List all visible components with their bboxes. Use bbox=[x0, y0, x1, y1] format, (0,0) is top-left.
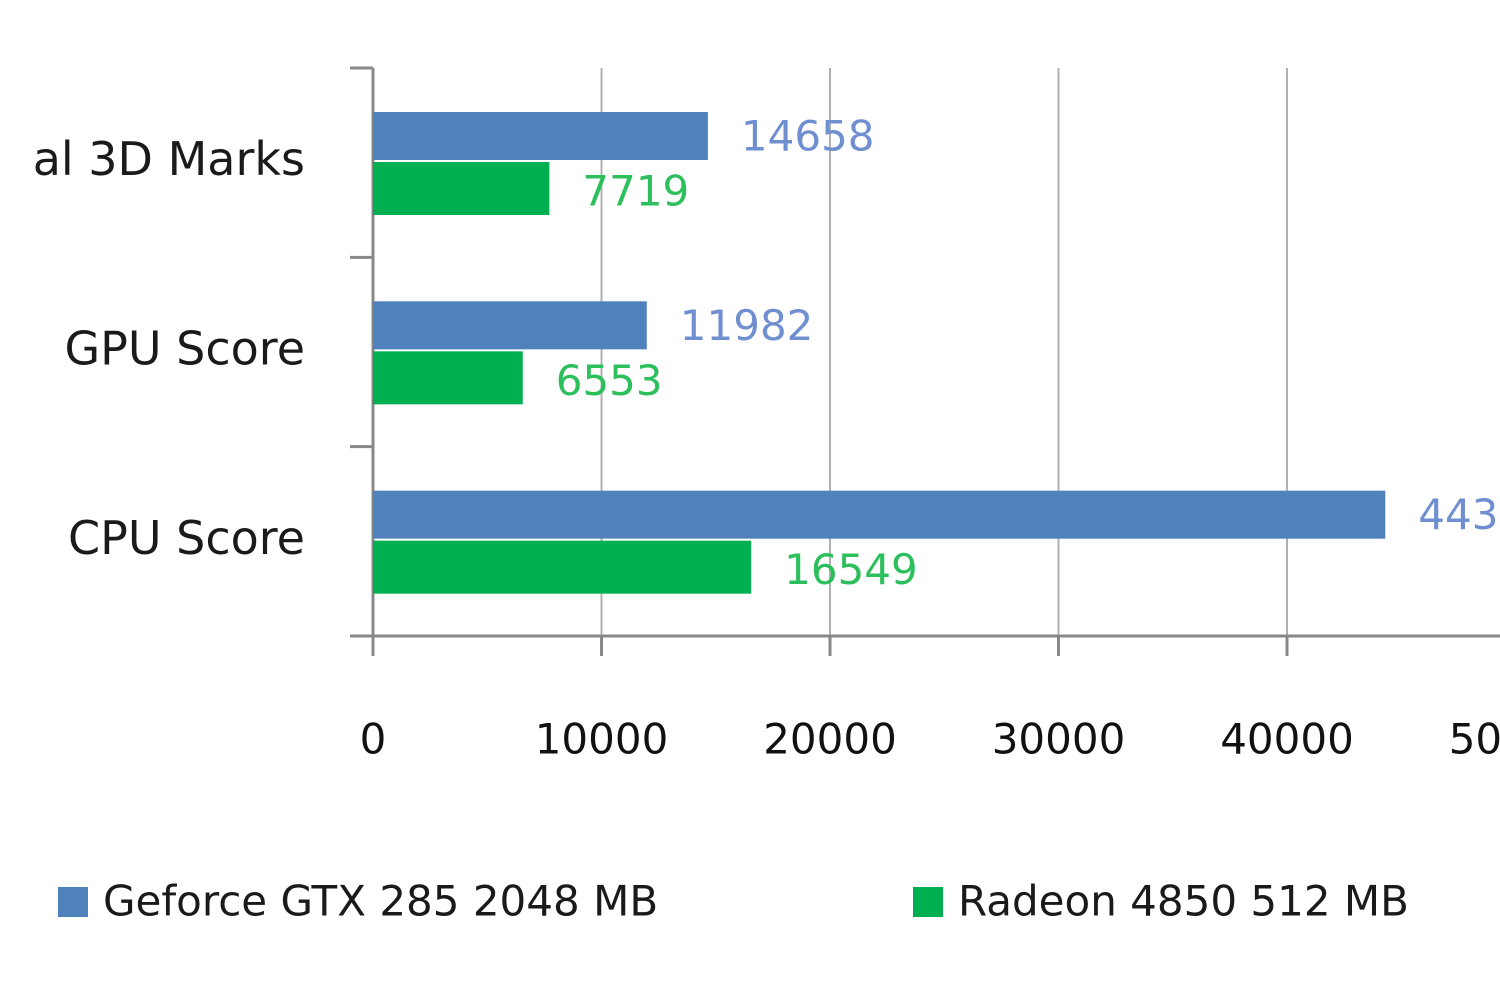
value-label: 11982 bbox=[680, 301, 814, 350]
bar bbox=[373, 540, 752, 594]
bar bbox=[373, 490, 1386, 539]
x-tick-label: 0 bbox=[360, 715, 387, 764]
x-tick-label: 50000 bbox=[1449, 715, 1500, 764]
value-label: 7719 bbox=[582, 167, 689, 216]
bar bbox=[373, 301, 647, 350]
x-tick-label: 20000 bbox=[763, 715, 897, 764]
x-tick-label: 30000 bbox=[992, 715, 1126, 764]
value-label: 16549 bbox=[784, 545, 918, 594]
y-tick-label: al 3D Marks bbox=[33, 132, 305, 186]
legend-label: Radeon 4850 512 MB bbox=[958, 877, 1409, 926]
legend-label: Geforce GTX 285 2048 MB bbox=[103, 877, 658, 926]
x-tick-label: 10000 bbox=[535, 715, 669, 764]
y-tick-label: GPU Score bbox=[64, 322, 305, 376]
legend-swatch bbox=[58, 887, 88, 917]
legend-swatch bbox=[913, 887, 943, 917]
bar bbox=[373, 112, 708, 160]
value-label: 44300 bbox=[1418, 490, 1500, 539]
x-tick-label: 40000 bbox=[1220, 715, 1354, 764]
value-label: 6553 bbox=[556, 356, 663, 405]
bar bbox=[373, 351, 523, 405]
y-tick-label: CPU Score bbox=[68, 511, 305, 565]
value-label: 14658 bbox=[741, 112, 875, 161]
bar bbox=[373, 162, 550, 215]
